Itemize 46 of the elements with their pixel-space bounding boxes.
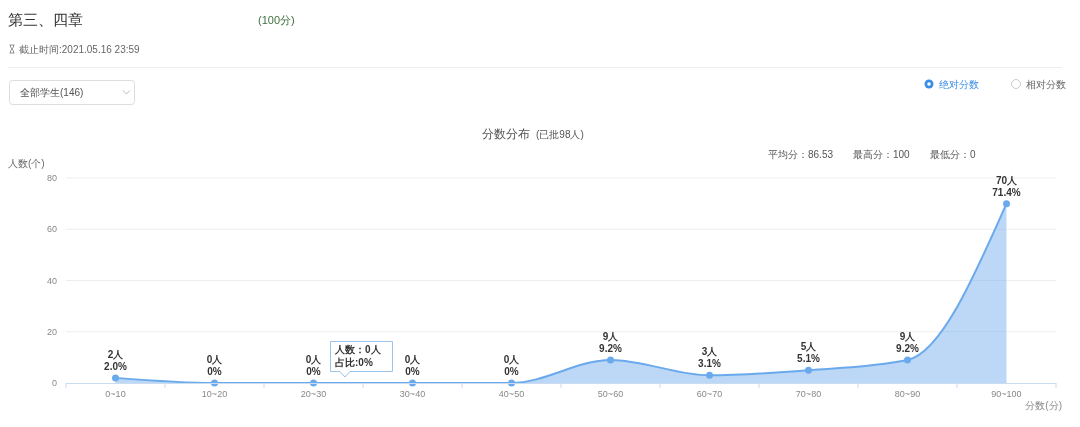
y-tick-label: 40 bbox=[46, 275, 57, 286]
point bbox=[1003, 200, 1010, 208]
chart-subtitle: (已批98人) bbox=[536, 129, 584, 140]
data-label: 70人 71.4% bbox=[992, 174, 1021, 198]
x-tick-label: 70~80 bbox=[795, 389, 822, 399]
x-axis-title: 分数(分) bbox=[1025, 400, 1062, 411]
data-label: 2人 2.0% bbox=[104, 348, 127, 372]
point bbox=[805, 366, 812, 374]
data-label: 9人 9.2% bbox=[896, 330, 919, 354]
x-tick-label: 10~20 bbox=[201, 389, 228, 399]
text: 相对分数 bbox=[1026, 79, 1066, 90]
data-label: 0人 0% bbox=[404, 354, 422, 377]
annotation: 人数：0人 bbox=[334, 344, 382, 355]
text: 最低分：0 bbox=[930, 149, 976, 160]
x-tick-label: 40~50 bbox=[498, 389, 525, 399]
annotation: 占比:0% bbox=[335, 357, 373, 368]
x-tick-label: 90~100 bbox=[991, 389, 1022, 399]
y-tick-label: 20 bbox=[46, 326, 57, 337]
text: 截止时间:2021.05.16 23:59 bbox=[19, 44, 141, 55]
y-tick-label: 80 bbox=[46, 173, 57, 184]
data-label: 3人 3.1% bbox=[698, 346, 721, 370]
point bbox=[607, 356, 614, 364]
y-tick-label: 0 bbox=[51, 378, 57, 389]
data-label: 0人 0% bbox=[503, 354, 521, 377]
text: 绝对分数 bbox=[939, 79, 979, 90]
x-tick-label: 0~10 bbox=[105, 389, 126, 399]
data-label: 0人 0% bbox=[206, 354, 224, 377]
y-axis-title: 人数(个) bbox=[8, 158, 45, 169]
text: 第三、四章 bbox=[8, 11, 83, 28]
data-label: 9人 9.2% bbox=[599, 330, 622, 354]
text: 全部学生(146) bbox=[20, 87, 84, 98]
point bbox=[706, 371, 713, 379]
chart-title: 分数分布 bbox=[482, 127, 530, 141]
point bbox=[904, 356, 911, 364]
text: (100分) bbox=[258, 14, 295, 26]
x-tick-label: 60~70 bbox=[696, 389, 723, 399]
x-tick-label: 80~90 bbox=[894, 389, 921, 399]
x-tick-label: 30~40 bbox=[399, 389, 426, 399]
data-label: 5人 5.1% bbox=[797, 341, 820, 365]
x-tick-label: 20~30 bbox=[300, 389, 327, 399]
y-tick-label: 60 bbox=[46, 224, 57, 235]
x-tick-label: 50~60 bbox=[597, 389, 624, 399]
point bbox=[112, 374, 119, 382]
text: 最高分：100 bbox=[853, 149, 911, 160]
data-label: 0人 0% bbox=[305, 354, 323, 377]
text: 平均分：86.53 bbox=[768, 149, 834, 160]
